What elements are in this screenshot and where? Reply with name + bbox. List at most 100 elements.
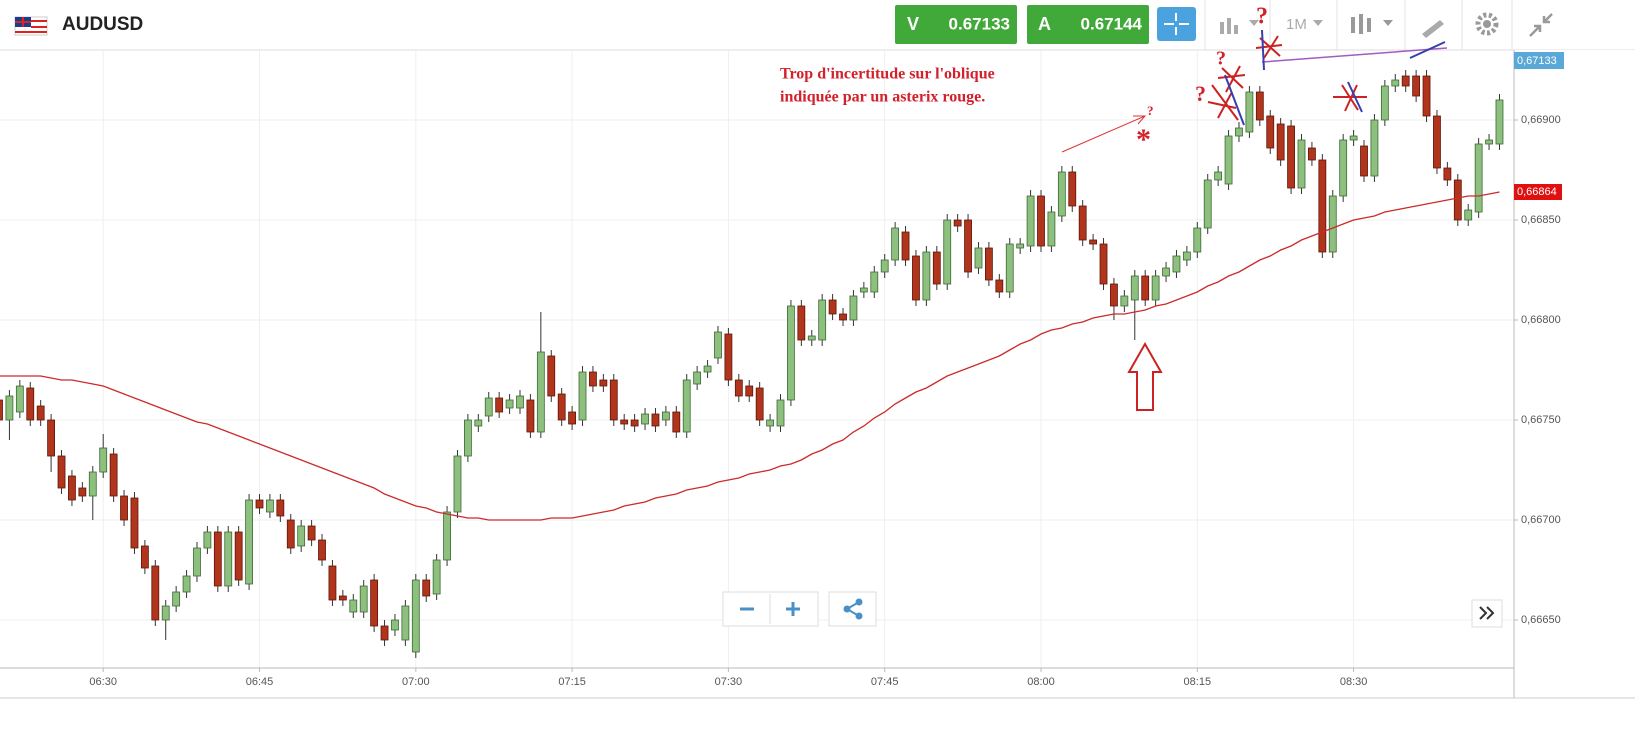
annotation-question: ? (1195, 81, 1206, 106)
candle-body (255, 499, 264, 509)
symbol: AUDUSD (62, 14, 143, 35)
scroll-end[interactable] (1479, 606, 1495, 620)
candle-body (1287, 125, 1295, 189)
candle-body (1162, 267, 1170, 277)
x-tick-label: 07:00 (402, 676, 430, 688)
candle-body (1182, 251, 1191, 261)
candle-body (974, 247, 983, 269)
candle-body (818, 299, 827, 341)
candle-body (245, 499, 253, 585)
candle-body (620, 419, 629, 425)
candle-body (474, 419, 483, 427)
candle-body (776, 399, 785, 427)
candle-body (599, 379, 608, 387)
candle-body (99, 447, 108, 473)
candle-body (589, 371, 597, 387)
buy-label: A (1038, 14, 1051, 34)
zoom-in[interactable] (786, 602, 800, 616)
candle-body (787, 305, 795, 401)
candle-body (891, 227, 900, 261)
candle-body (1224, 135, 1233, 185)
candle-body (901, 231, 910, 261)
draw-button[interactable] (1422, 20, 1444, 38)
zoom-controls (722, 591, 1503, 628)
candle-body (755, 387, 764, 421)
annotation-cross (1333, 84, 1367, 112)
candle-body (1464, 209, 1473, 221)
buy-button[interactable] (1027, 5, 1149, 44)
chart-type-button[interactable] (1351, 14, 1393, 34)
candle-body (391, 619, 399, 631)
candle-body (338, 595, 347, 601)
last-price-tag (1514, 184, 1562, 200)
candle-body (328, 565, 337, 601)
axes: 0,66650 0,66700 0,66750 0,66800 0,66850 0,669… (89, 114, 1560, 688)
candle-body (505, 399, 514, 409)
candle-body (849, 295, 858, 321)
candle-body (1401, 75, 1410, 87)
candle-body (370, 579, 379, 627)
header (0, 0, 1635, 50)
candle-body (349, 599, 358, 613)
y-tick-label: 0,66800 (1521, 314, 1561, 326)
candle-body (609, 379, 618, 421)
candle-body (1245, 91, 1254, 133)
candle-body (1391, 79, 1400, 87)
candle-body (932, 251, 941, 285)
candle-body (422, 579, 431, 597)
x-tick-label: 07:15 (558, 676, 586, 688)
candle-body (953, 219, 962, 227)
candle-body (1349, 135, 1358, 141)
candle-body (0, 399, 3, 421)
candle-body (1120, 295, 1129, 307)
candle-body (57, 455, 66, 489)
candle-body (807, 335, 816, 341)
annotation-stroke (1224, 29, 1446, 126)
annotations: Trop d'incertitude sur l'oblique indiqué… (780, 4, 1448, 411)
candle-body (568, 411, 576, 425)
candle-body (1203, 179, 1212, 229)
candle-body (1308, 147, 1316, 161)
candle-body (120, 495, 128, 521)
crosshair-button[interactable] (1157, 7, 1196, 41)
flag (14, 16, 48, 36)
indicator-button[interactable] (1220, 18, 1259, 34)
candle-body (401, 605, 410, 641)
candle-body (536, 351, 545, 433)
candle-body (995, 279, 1004, 293)
sell-button[interactable] (895, 5, 1017, 44)
x-tick-label: 08:30 (1340, 676, 1368, 688)
timeframe[interactable]: 1M (1286, 16, 1307, 33)
candle-body (1297, 139, 1306, 189)
candle-body (651, 413, 660, 427)
candle-body (1078, 205, 1087, 241)
candle-body (432, 559, 441, 595)
share-box (828, 591, 877, 627)
plot (0, 50, 1514, 668)
candle-body (1005, 243, 1014, 293)
candle-body (161, 605, 170, 621)
candle-body (839, 313, 847, 321)
candle-body (557, 393, 566, 421)
candle-body (15, 385, 24, 413)
candle-body (140, 545, 149, 569)
candle-body (797, 305, 806, 341)
candle-body (182, 575, 191, 593)
candle-body (203, 531, 212, 549)
candle-body (1037, 195, 1045, 247)
candle-body (130, 497, 139, 549)
candle-body (1057, 171, 1066, 217)
candle-body (276, 499, 285, 517)
x-tick-label: 06:45 (246, 676, 274, 688)
settings-button[interactable] (1475, 12, 1499, 36)
candle-body (693, 371, 702, 385)
candle-body (734, 379, 743, 397)
candle-body (766, 419, 774, 427)
share-button[interactable] (843, 598, 863, 620)
candle-body (912, 255, 920, 301)
collapse-button[interactable] (1529, 13, 1553, 37)
sell-label: V (907, 14, 919, 34)
candle-body (1443, 167, 1452, 181)
annotation-text: Trop d'incertitude sur l'oblique (780, 66, 995, 83)
